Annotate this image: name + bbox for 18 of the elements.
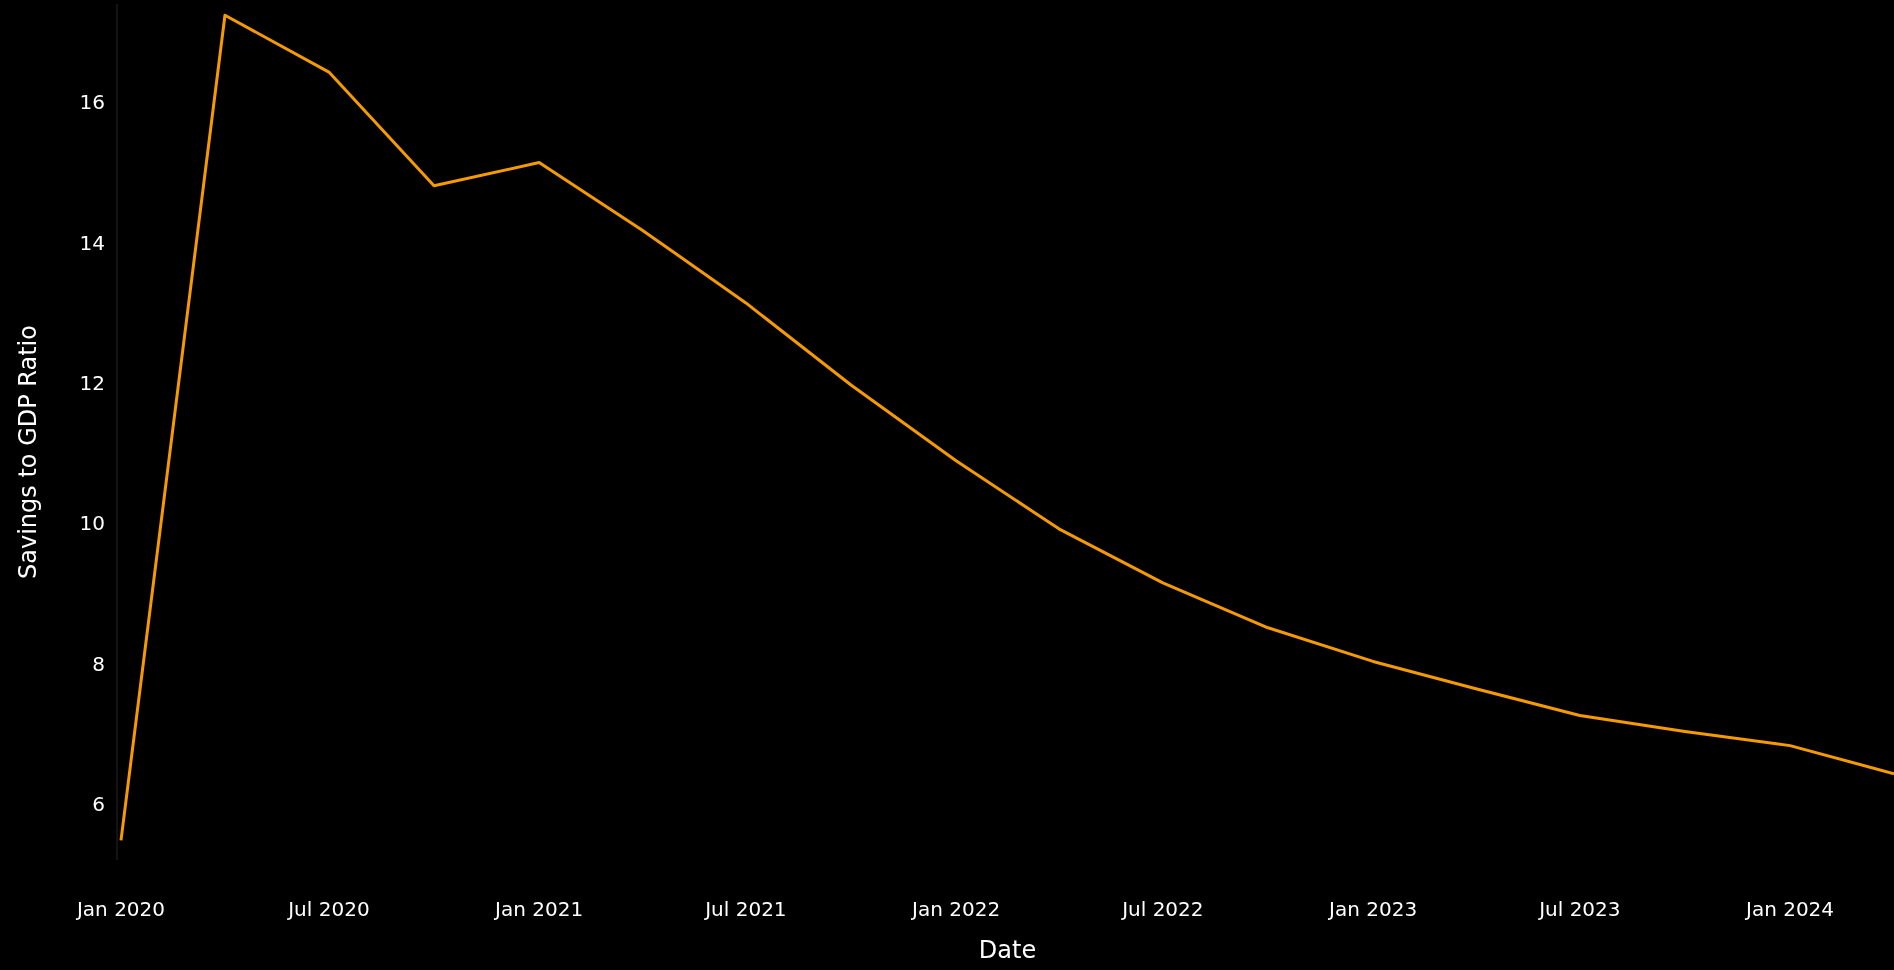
y-tick-label: 12: [79, 370, 105, 395]
x-tick-label: Jul 2023: [1537, 897, 1621, 921]
x-tick-label: Jan 2023: [1327, 897, 1418, 921]
y-tick-label: 14: [79, 230, 105, 255]
y-tick-label: 16: [79, 90, 105, 115]
x-tick-label: Jul 2020: [286, 897, 370, 921]
x-axis-title: Date: [978, 936, 1037, 964]
x-tick-label: Jan 2022: [910, 897, 1001, 921]
y-tick-label: 8: [92, 651, 105, 676]
line-series: [119, 13, 1894, 842]
y-tick-label: 10: [79, 511, 105, 536]
x-tick-label: Jul 2022: [1120, 897, 1204, 921]
x-tick-label: Jul 2021: [703, 897, 787, 921]
x-tick-label: Jan 2021: [493, 897, 584, 921]
y-tick-label: 6: [92, 791, 105, 816]
x-tick-label: Jan 2020: [74, 897, 166, 921]
y-axis-title: Savings to GDP Ratio: [14, 325, 42, 579]
x-tick-label: Jan 2024: [1743, 897, 1835, 921]
